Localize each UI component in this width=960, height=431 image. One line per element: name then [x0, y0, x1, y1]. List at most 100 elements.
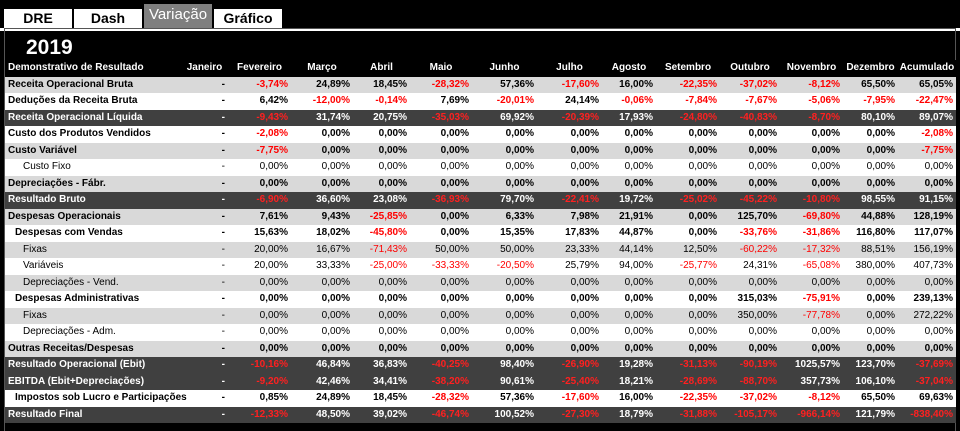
table-cell: 19,72% — [619, 194, 653, 205]
table-row: Custo dos Produtos Vendidos - -2,08% 0,00% 0… — [5, 126, 956, 143]
table-cell: - — [221, 95, 225, 106]
table-cell: 100,52% — [494, 408, 534, 420]
table-cell: 0,00% — [688, 161, 717, 172]
row-label: Depreciações - Vend. — [23, 276, 119, 288]
table-cell: -37,02% — [739, 392, 777, 403]
table-cell: - — [221, 161, 225, 172]
table-cell: 79,70% — [500, 194, 534, 205]
table-cell: 65,50% — [861, 78, 895, 90]
table-cell: -20,50% — [496, 260, 534, 271]
table-cell: 0,00% — [924, 276, 953, 288]
table-cell: -966,14% — [797, 408, 840, 420]
column-header: Novembro — [786, 62, 837, 73]
column-header: Fevereiro — [236, 62, 283, 73]
table-cell: 18,21% — [619, 375, 653, 387]
table-cell: 0,00% — [624, 293, 653, 304]
table-cell: -9,43% — [256, 111, 288, 123]
tab-bar: DRE Dash Variação Gráfico — [0, 0, 960, 28]
column-header: Abril — [370, 62, 393, 73]
table-cell: 0,00% — [321, 326, 350, 337]
row-label: Depreciações - Adm. — [23, 326, 116, 337]
table-cell: 0,00% — [748, 161, 777, 172]
table-cell: -6,90% — [256, 194, 288, 205]
table-cell: 0,00% — [624, 144, 653, 156]
table-cell: 0,00% — [321, 161, 350, 172]
table-row: Resultado Bruto - -6,90% 36,60% 23,08% -36,93… — [5, 192, 956, 209]
table-cell: -33,33% — [431, 260, 469, 271]
table-cell: -8,12% — [808, 392, 840, 403]
table-cell: 0,00% — [688, 128, 717, 139]
table-cell: 18,79% — [619, 408, 653, 420]
table-cell: 7,98% — [570, 210, 599, 222]
table-cell: 0,00% — [440, 276, 469, 288]
table-cell: 0,00% — [811, 177, 840, 189]
table-cell: - — [221, 210, 225, 222]
table-cell: 34,41% — [373, 375, 407, 387]
table-cell: -65,08% — [802, 260, 840, 271]
table-cell: - — [221, 293, 225, 304]
table-cell: 0,00% — [866, 309, 895, 321]
tab-dash[interactable]: Dash — [74, 9, 144, 28]
table-cell: 0,00% — [688, 144, 717, 156]
table-cell: 46,84% — [316, 359, 350, 370]
row-label: Impostos sob Lucro e Participações — [15, 392, 187, 403]
tab-grafico[interactable]: Gráfico — [214, 9, 284, 28]
table-cell: 0,00% — [505, 177, 534, 189]
table-cell: 0,00% — [866, 128, 895, 139]
tab-variacao[interactable]: Variação — [144, 4, 214, 28]
row-label: Fixas — [23, 309, 47, 321]
table-cell: -17,60% — [561, 78, 599, 90]
table-cell: 0,00% — [321, 128, 350, 139]
row-label: Fixas — [23, 243, 47, 255]
table-cell: 117,07% — [914, 227, 953, 238]
table-cell: 0,00% — [378, 161, 407, 172]
table-cell: 18,45% — [373, 78, 407, 90]
table-cell: 0,00% — [440, 309, 469, 321]
table-cell: -35,03% — [431, 111, 469, 123]
table-cell: 0,00% — [321, 276, 350, 288]
table-cell: 0,00% — [866, 342, 895, 354]
table-cell: 6,42% — [259, 95, 288, 106]
table-cell: 0,00% — [505, 342, 534, 354]
column-header: Outubro — [730, 62, 770, 73]
table-cell: 0,00% — [688, 227, 717, 238]
table-row: Fixas - 0,00% 0,00% 0,00% 0,00% 0,00% 0,00% 0,00… — [5, 307, 956, 324]
table-cell: 0,00% — [811, 161, 840, 172]
table-cell: 0,00% — [570, 293, 599, 304]
table-cell: -7,75% — [256, 144, 288, 156]
table-cell: - — [221, 243, 225, 255]
table-cell: 0,00% — [624, 177, 653, 189]
table-cell: 380,00% — [855, 260, 895, 271]
table-cell: 50,00% — [435, 243, 469, 255]
table-cell: 0,00% — [378, 144, 407, 156]
table-cell: 350,00% — [737, 309, 777, 321]
table-cell: 0,00% — [378, 342, 407, 354]
table-cell: 89,07% — [919, 111, 953, 123]
table-cell: -7,75% — [921, 144, 953, 156]
table-cell: 48,50% — [316, 408, 350, 420]
tab-dre[interactable]: DRE — [4, 9, 74, 28]
table-cell: 0,00% — [688, 276, 717, 288]
table-cell: 0,00% — [378, 293, 407, 304]
table-row: Outras Receitas/Despesas - 0,00% 0,00% 0,00%… — [5, 340, 956, 357]
table-cell: 7,69% — [440, 95, 469, 106]
table-cell: 1025,57% — [794, 359, 840, 370]
table-cell: - — [221, 326, 225, 337]
table-cell: 0,00% — [259, 276, 288, 288]
table-cell: 0,00% — [440, 342, 469, 354]
table-cell: 15,63% — [254, 227, 288, 238]
table-cell: 0,00% — [924, 342, 953, 354]
table-cell: 21,91% — [619, 210, 653, 222]
table-cell: 0,00% — [624, 342, 653, 354]
table-cell: -24,80% — [679, 111, 717, 123]
row-label: Custo dos Produtos Vendidos — [8, 128, 151, 139]
row-label: Resultado Operacional (Ebit) — [8, 359, 146, 370]
table-row: Impostos sob Lucro e Participações - 0,85%… — [5, 390, 956, 407]
row-label: Resultado Bruto — [8, 194, 86, 205]
table-cell: 98,40% — [500, 359, 534, 370]
table-cell: -7,95% — [863, 95, 895, 106]
table-cell: 18,02% — [316, 227, 350, 238]
table-cell: 0,00% — [259, 309, 288, 321]
table-cell: 0,00% — [570, 309, 599, 321]
table-cell: 0,00% — [866, 161, 895, 172]
